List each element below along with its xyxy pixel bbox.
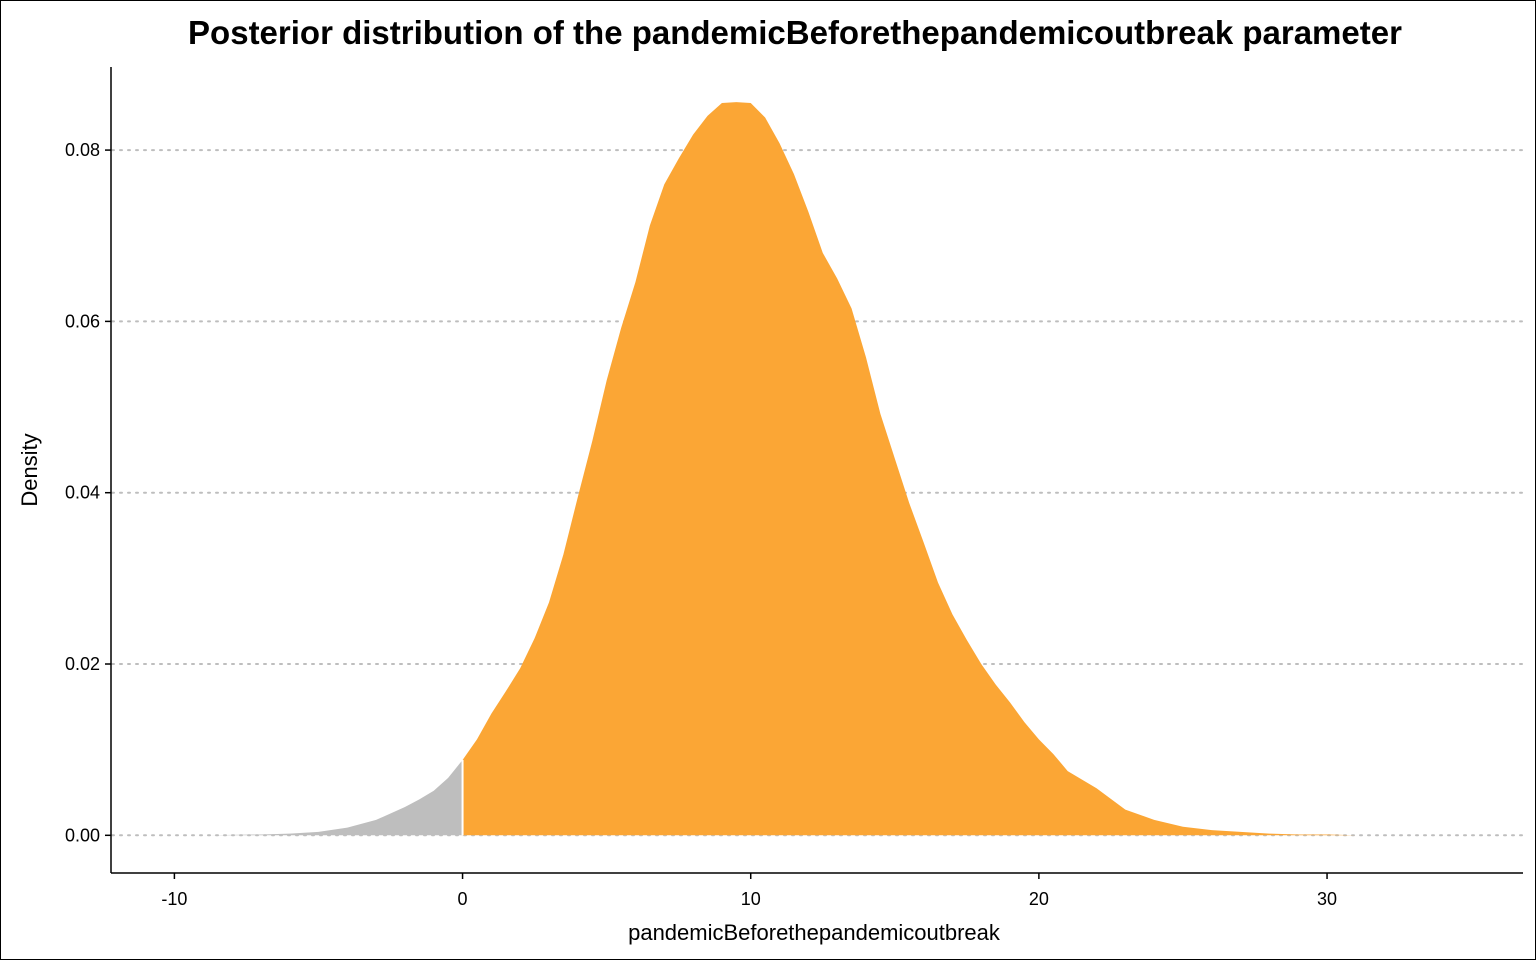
- y-tick-label: 0.02: [65, 654, 100, 674]
- chart-title: Posterior distribution of the pandemicBe…: [188, 14, 1402, 51]
- y-tick-label: 0.08: [65, 140, 100, 160]
- density-area-below-zero: [208, 759, 463, 836]
- x-tick-label: 10: [741, 889, 761, 909]
- y-tick-label: 0.00: [65, 825, 100, 845]
- x-tick-label: -10: [161, 889, 187, 909]
- y-tick-label: 0.06: [65, 311, 100, 331]
- y-axis-label: Density: [17, 433, 42, 506]
- density-area-layer: [208, 102, 1417, 836]
- x-tick-label: 30: [1317, 889, 1337, 909]
- axis-layer: 0.00 0.02 0.04 0.06 0.08 -10 0 10 20 30: [65, 67, 1523, 909]
- x-axis-label: pandemicBeforethepandemicoutbreak: [628, 920, 1001, 945]
- x-tick-label: 20: [1029, 889, 1049, 909]
- density-area-above-zero: [462, 102, 1417, 836]
- x-tick-label: 0: [458, 889, 468, 909]
- y-tick-label: 0.04: [65, 483, 100, 503]
